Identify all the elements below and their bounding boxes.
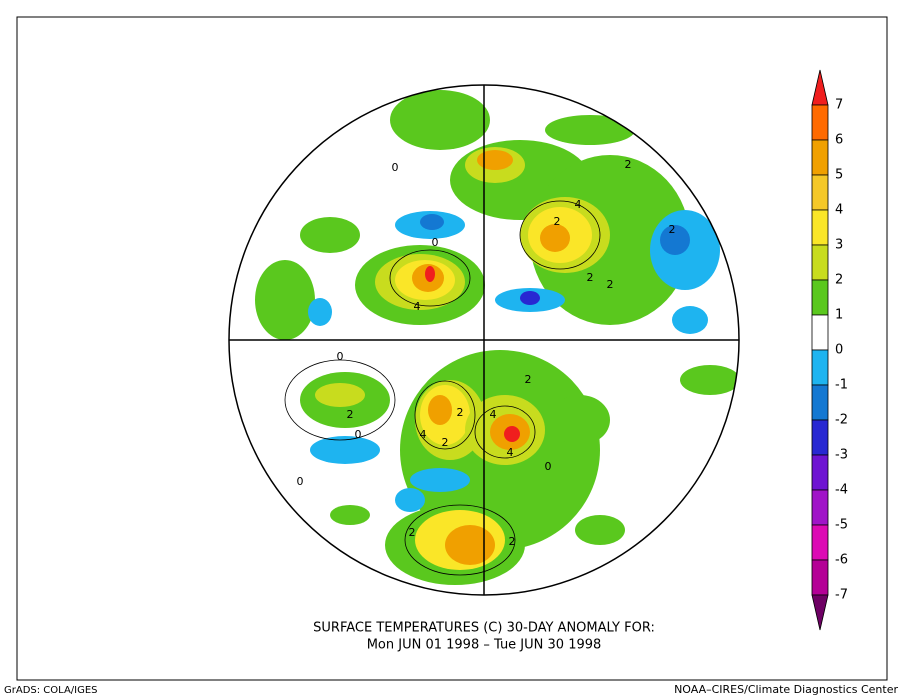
colorbar-label: 7 [835,98,843,113]
anomaly-fields [255,90,739,585]
footer-right: NOAA–CIRES/Climate Diagnostics Center [674,683,898,696]
contour-label: 4 [420,428,427,441]
contour-label: 4 [575,198,582,211]
contour-label: 0 [432,236,439,249]
footer-left: GrADS: COLA/IGES [4,685,98,696]
colorbar-swatch [811,384,829,421]
contour-label: 0 [355,428,362,441]
contour-label: 2 [587,271,594,284]
title: SURFACE TEMPERATURES (C) 30-DAY ANOMALY … [313,621,655,636]
contour-label: 4 [414,300,421,313]
contour-label: 2 [525,373,532,386]
colorbar-swatch [811,454,829,491]
colorbar-label: 3 [835,238,843,253]
colorbar-swatch [811,69,829,106]
contour-label: 4 [490,408,497,421]
colorbar-swatch [811,594,829,631]
contour-label: 2 [625,158,632,171]
contour-label: 2 [554,215,561,228]
colorbar-label: -3 [835,448,848,463]
colorbar-label: 5 [835,168,843,183]
contour-label: 2 [669,223,676,236]
colorbar-swatch [811,314,829,351]
colorbar-swatch [811,489,829,526]
colorbar-label: 4 [835,203,843,218]
colorbar-swatch [811,244,829,281]
colorbar-label: 2 [835,273,843,288]
colorbar-label: -7 [835,588,848,603]
colorbar-swatch [811,139,829,176]
colorbar-label: -2 [835,413,848,428]
contour-label: 2 [409,526,416,539]
contour-label: 0 [297,475,304,488]
contour-label: 2 [457,406,464,419]
colorbar-swatch [811,209,829,246]
colorbar-swatch [811,104,829,141]
contour-label: 2 [607,278,614,291]
contour-label: 2 [347,408,354,421]
colorbar-label: 6 [835,133,843,148]
subtitle: Mon JUN 01 1998 – Tue JUN 30 1998 [367,638,602,653]
colorbar-swatch [811,349,829,386]
colorbar-swatch [811,524,829,561]
colorbar: 7 6 5 4 3 2 1 0 -1 -2 -3 -4 -5 -6 -7 [811,69,848,631]
contour-label: 4 [507,446,514,459]
contour-label: 2 [442,436,449,449]
colorbar-label: -1 [835,378,848,393]
contour-labels: 2 2 4 2 0 4 0 2 2 0 0 2 4 2 4 4 2 2 0 0 … [297,158,676,548]
colorbar-label: -5 [835,518,848,533]
contour-label: 2 [509,535,516,548]
colorbar-label: 0 [835,343,843,358]
colorbar-label: 1 [835,308,843,323]
colorbar-swatch [811,419,829,456]
colorbar-label: -6 [835,553,848,568]
colorbar-label: -4 [835,483,848,498]
contour-label: 0 [545,460,552,473]
colorbar-swatch [811,279,829,316]
frame [16,16,888,681]
colorbar-swatch [811,174,829,211]
contour-label: 0 [337,350,344,363]
colorbar-swatch [811,559,829,596]
contour-label: 0 [392,161,399,174]
